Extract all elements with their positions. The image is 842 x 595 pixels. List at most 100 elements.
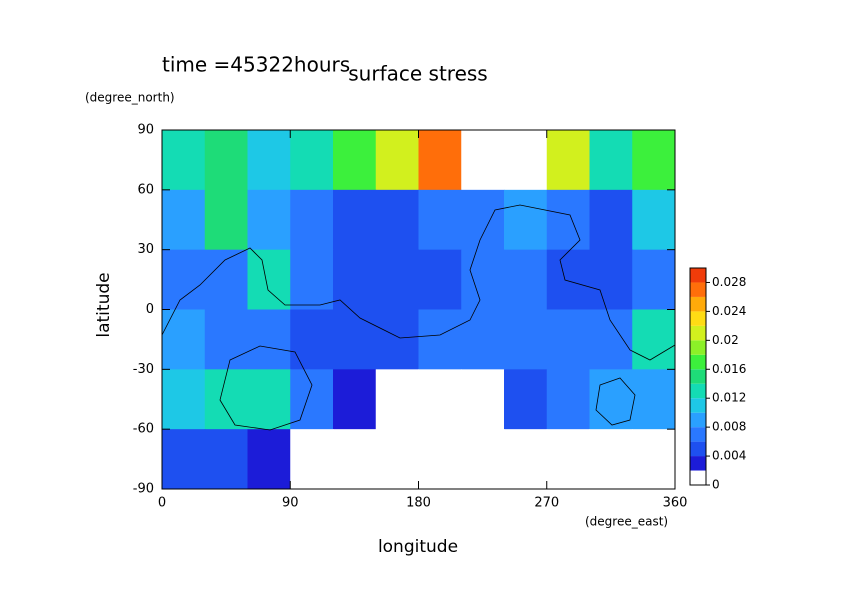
y-tick-label: 60: [137, 182, 154, 197]
y-axis-label: latitude: [94, 272, 114, 337]
cell: [589, 189, 633, 251]
cell: [418, 309, 462, 370]
coastlines: [162, 204, 675, 431]
y-unit: (degree_north): [85, 91, 175, 105]
time-annotation: time =45322hours: [162, 53, 350, 77]
cell: [333, 429, 377, 489]
cell: [546, 429, 590, 489]
axes: 0 90 180 270 360 -90 -60 -30 0 30 60 90: [133, 123, 688, 511]
y-tick-label: 0: [146, 302, 154, 317]
colorbar-swatch: [690, 398, 706, 413]
cell: [247, 130, 291, 191]
coastline: [219, 345, 313, 431]
cell: [204, 130, 248, 191]
colorbar-swatch: [690, 427, 706, 442]
cell: [589, 249, 633, 310]
colorbar-tick-label: 0.004: [712, 449, 746, 463]
cell: [375, 369, 419, 430]
cell: [375, 189, 419, 251]
cell: [461, 249, 505, 310]
cell: [333, 189, 377, 251]
cell: [204, 369, 248, 430]
cell: [247, 429, 291, 489]
cell: [290, 369, 334, 430]
colorbar-tick-label: 0.02: [712, 333, 739, 347]
colorbar-swatch: [690, 296, 706, 312]
x-tick-label: 0: [158, 496, 166, 511]
colorbar-tick-label: 0.028: [712, 275, 746, 289]
x-axis-label: longitude: [378, 537, 458, 557]
cell: [504, 429, 548, 489]
cell: [375, 130, 419, 191]
colorbar-swatch: [690, 470, 706, 485]
cell: [632, 189, 675, 251]
coastline: [595, 377, 636, 426]
colorbar-frame: [689, 267, 707, 486]
colorbar-tick-label: 0.024: [712, 304, 746, 318]
cell: [247, 309, 291, 370]
cell: [589, 309, 633, 370]
cell: [546, 309, 590, 370]
colorbar: 0 0.004 0.008 0.012 0.016 0.02 0.024 0.028: [689, 267, 746, 492]
colorbar-swatch: [690, 311, 706, 326]
x-unit: (degree_east): [585, 515, 668, 529]
cell: [504, 189, 548, 251]
colorbar-swatch: [690, 412, 706, 428]
colorbar-swatch: [690, 369, 706, 384]
y-tick-label: -60: [133, 422, 154, 437]
cell: [162, 249, 206, 310]
cell: [290, 309, 334, 370]
cell: [546, 249, 590, 310]
cell: [504, 249, 548, 310]
cell: [290, 189, 334, 251]
cell: [333, 369, 377, 430]
cell: [375, 429, 419, 489]
cell: [290, 130, 334, 191]
cell: [247, 189, 291, 251]
cell: [162, 429, 206, 489]
cell: [204, 249, 248, 310]
cell: [632, 249, 675, 310]
cell: [247, 369, 291, 430]
x-tick-label: 180: [406, 496, 431, 511]
cell: [418, 369, 462, 430]
cell: [204, 429, 248, 489]
cell: [632, 309, 675, 370]
cell: [162, 189, 206, 251]
y-tick-label: -90: [133, 482, 154, 497]
colorbar-tick-label: 0.012: [712, 391, 746, 405]
cell: [589, 130, 633, 191]
cell: [461, 429, 505, 489]
y-tick-label: 90: [137, 123, 154, 138]
field: [162, 130, 675, 489]
cell: [204, 309, 248, 370]
cell: [546, 369, 590, 430]
x-tick-label: 90: [282, 496, 299, 511]
colorbar-swatch: [690, 268, 706, 283]
cell: [333, 309, 377, 370]
x-tick-label: 360: [663, 496, 688, 511]
cell: [461, 369, 505, 430]
cell: [546, 189, 590, 251]
chart-title: surface stress: [348, 62, 487, 86]
x-tick-label: 270: [534, 496, 559, 511]
cell: [504, 309, 548, 370]
cell: [290, 249, 334, 310]
cell: [204, 189, 248, 251]
cell: [632, 130, 675, 191]
coastline: [162, 204, 675, 361]
colorbar-tick-label: 0: [712, 478, 720, 492]
colorbar-swatch: [690, 354, 706, 370]
cell: [375, 249, 419, 310]
cell: [589, 429, 633, 489]
cell: [162, 130, 206, 191]
cell: [418, 249, 462, 310]
cell: [461, 189, 505, 251]
cell: [632, 369, 675, 430]
colorbar-swatch: [690, 325, 706, 341]
cell: [162, 369, 206, 430]
colorbar-swatch: [690, 340, 706, 355]
cell: [632, 429, 675, 489]
cell: [375, 309, 419, 370]
